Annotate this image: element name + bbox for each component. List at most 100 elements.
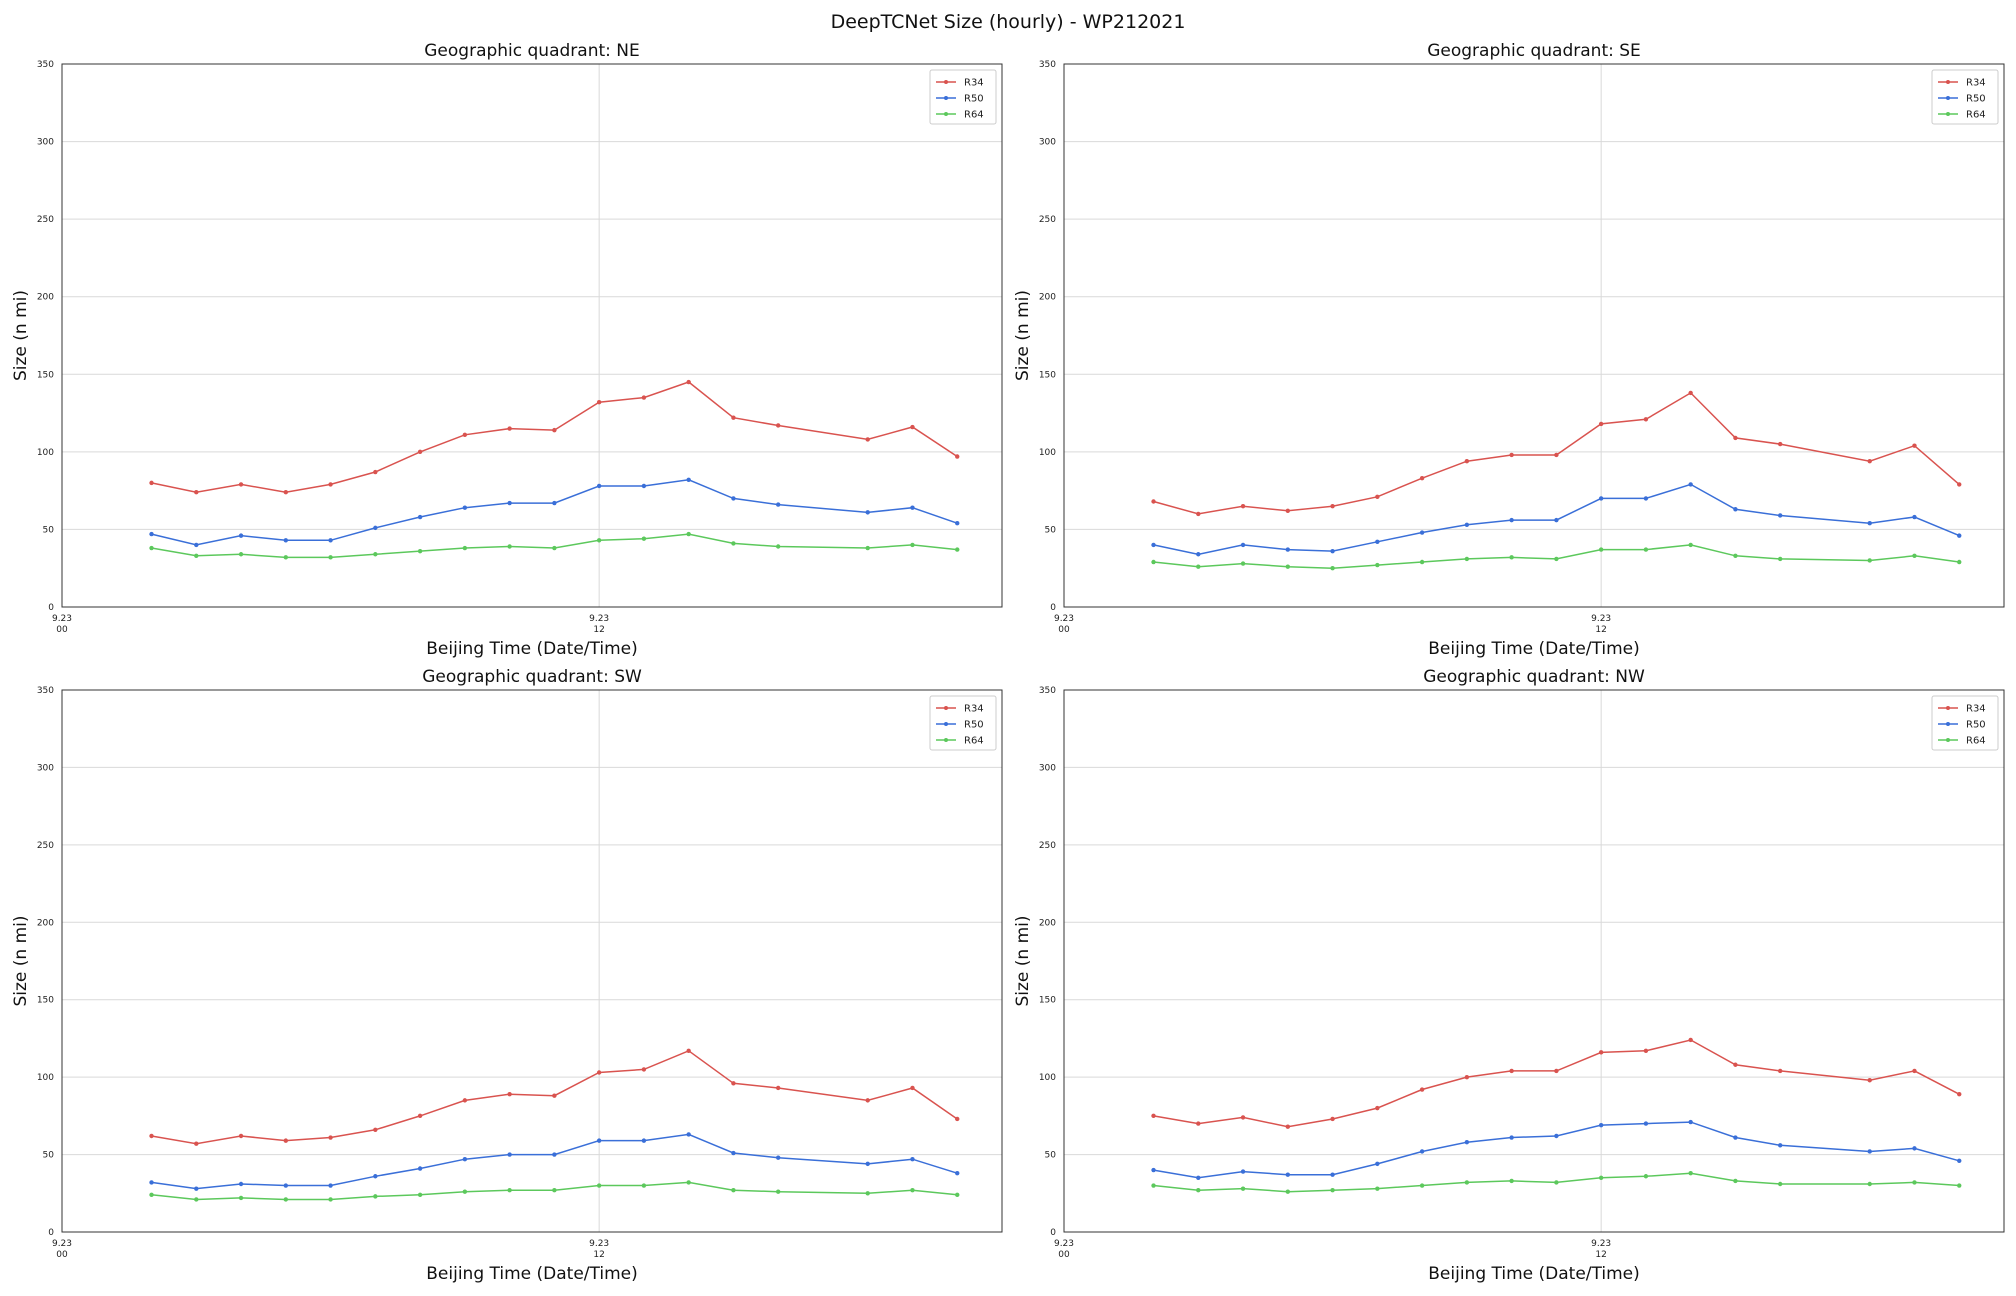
data-point-r50	[1464, 522, 1470, 527]
y-tick-label: 350	[37, 60, 54, 70]
data-point-r64	[865, 545, 870, 551]
data-point-r50	[1867, 521, 1872, 526]
data-point-r50	[328, 538, 333, 543]
data-point-r34	[1240, 1115, 1246, 1120]
x-tick-label-hour: 00	[56, 1250, 68, 1260]
legend: R34 R50 R64	[1931, 695, 1999, 751]
y-tick-label: 0	[1050, 603, 1056, 613]
data-point-r50	[1330, 548, 1335, 554]
data-point-r50	[283, 1183, 289, 1188]
series-line-r64	[151, 533, 958, 559]
data-point-r50	[641, 1138, 647, 1143]
y-tick-label: 100	[1039, 1073, 1056, 1083]
series-line-r64	[1153, 1172, 1960, 1193]
data-point-r64	[283, 1197, 289, 1202]
y-tick-label: 250	[37, 215, 54, 225]
data-point-r64	[1867, 558, 1872, 563]
x-tick-label-hour: 00	[1058, 625, 1070, 635]
data-point-r64	[641, 1183, 647, 1188]
data-point-r50	[1733, 1135, 1738, 1140]
data-point-r64	[1777, 1181, 1783, 1187]
data-point-r50	[1375, 539, 1380, 545]
data-point-r50	[194, 1186, 199, 1191]
panel-ne: 0501001502002503003509.23009.2312Geograp…	[11, 41, 1003, 659]
data-point-r34	[686, 1048, 691, 1054]
legend: R34 R50 R64	[929, 695, 997, 751]
legend-box	[1931, 695, 1999, 751]
x-tick-label-date: 9.23	[1054, 614, 1074, 624]
legend-box	[1931, 69, 1999, 125]
data-point-r34	[641, 1067, 647, 1072]
data-point-r50	[1867, 1149, 1872, 1154]
data-point-r34	[731, 415, 736, 420]
data-point-r64	[1912, 553, 1917, 559]
data-point-r50	[731, 496, 736, 501]
data-point-r34	[775, 1085, 781, 1091]
data-point-r64	[1509, 555, 1514, 560]
data-point-r50	[1733, 507, 1738, 512]
data-point-r64	[1330, 566, 1335, 571]
data-point-r34	[1240, 503, 1246, 509]
series-line-r34	[1153, 1039, 1960, 1128]
y-axis-label: Size (n mi)	[1013, 290, 1033, 381]
legend-marker-r34	[944, 80, 948, 84]
data-point-r50	[462, 505, 468, 510]
data-point-r64	[775, 544, 781, 549]
data-point-r50	[1285, 1172, 1291, 1177]
y-tick-label: 150	[37, 996, 54, 1006]
data-point-r34	[283, 1138, 289, 1143]
data-point-r34	[1912, 443, 1917, 448]
y-axis-label: Size (n mi)	[11, 290, 31, 381]
legend-label-r50: R50	[964, 720, 984, 731]
x-axis-label: Beijing Time (Date/Time)	[1428, 639, 1640, 659]
data-point-r50	[955, 521, 960, 526]
data-point-r34	[1598, 421, 1604, 427]
panel-nw: 0501001502002503003509.23009.2312Geograp…	[1013, 667, 2005, 1284]
data-point-r50	[238, 1181, 244, 1187]
panel-title: Geographic quadrant: NE	[424, 41, 639, 61]
x-axis-label: Beijing Time (Date/Time)	[426, 1264, 638, 1284]
data-point-r64	[731, 1187, 736, 1193]
data-point-r34	[1464, 1074, 1470, 1080]
data-point-r64	[328, 1197, 333, 1202]
data-point-r50	[283, 538, 289, 543]
data-point-r64	[1598, 1175, 1604, 1181]
data-point-r50	[194, 542, 199, 548]
data-point-r34	[238, 482, 244, 487]
x-tick-label-date: 9.23	[1591, 614, 1611, 624]
data-point-r64	[1375, 1186, 1380, 1191]
legend-marker-r50	[944, 96, 948, 100]
y-tick-label: 250	[1039, 215, 1056, 225]
data-point-r34	[1330, 503, 1335, 509]
data-point-r64	[1598, 547, 1604, 552]
legend-label-r34: R34	[1966, 704, 1986, 715]
data-point-r64	[865, 1191, 870, 1196]
data-point-r34	[238, 1133, 244, 1139]
data-point-r34	[1688, 390, 1693, 396]
series-line-r64	[151, 1181, 958, 1201]
y-tick-label: 300	[1039, 138, 1056, 148]
data-point-r34	[596, 400, 602, 405]
legend-label-r64: R64	[1966, 110, 1986, 121]
data-point-r64	[686, 1180, 691, 1185]
data-point-r50	[641, 483, 647, 489]
legend-marker-r34	[1946, 706, 1950, 710]
data-point-r34	[1196, 511, 1201, 517]
data-point-r64	[1733, 553, 1738, 559]
data-point-r64	[417, 548, 423, 554]
data-point-r64	[1464, 1180, 1470, 1185]
legend-label-r64: R64	[964, 736, 984, 747]
data-point-r34	[1598, 1050, 1604, 1055]
data-point-r64	[1867, 1181, 1872, 1187]
data-point-r34	[775, 423, 781, 428]
data-point-r64	[731, 541, 736, 546]
data-point-r64	[1912, 1180, 1917, 1185]
series-line-r34	[151, 1049, 958, 1145]
data-point-r64	[238, 1195, 244, 1201]
data-point-r50	[1554, 1133, 1559, 1139]
data-point-r34	[1957, 482, 1962, 487]
legend-label-r34: R34	[964, 78, 984, 89]
data-point-r64	[1151, 1183, 1156, 1188]
y-tick-label: 350	[1039, 60, 1056, 70]
plot-area-frame	[1063, 63, 2005, 608]
